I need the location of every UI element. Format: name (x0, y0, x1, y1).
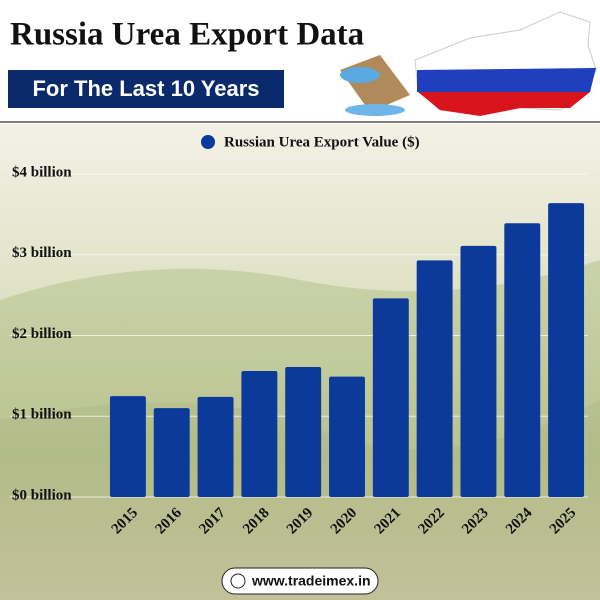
subtitle: For The Last 10 Years (32, 76, 259, 101)
y-tick-label: $0 billion (12, 487, 72, 503)
source-pill (221, 567, 379, 595)
y-tick-label: $1 billion (12, 407, 72, 423)
subtitle-box (8, 70, 284, 108)
bar (285, 366, 322, 497)
bar (372, 298, 409, 497)
field-photo (0, 124, 600, 600)
flag-map (414, 11, 597, 116)
y-tick-label: $2 billion (12, 326, 72, 342)
bar (153, 408, 190, 497)
bar (197, 396, 234, 497)
source: www.tradeimex.in (251, 573, 371, 589)
bar (416, 260, 453, 497)
bar (548, 203, 585, 497)
y-tick-label: $4 billion (12, 164, 72, 180)
chart-title: Russia Urea Export Data (10, 17, 364, 53)
bar (329, 376, 365, 497)
bar (241, 371, 278, 497)
y-tick-label: $3 billion (12, 245, 72, 261)
legend-label: Russian Urea Export Value ($) (224, 134, 420, 150)
legend-swatch (201, 135, 215, 149)
bar (109, 396, 146, 497)
globe-icon (230, 573, 246, 589)
bar (504, 223, 541, 497)
bar (460, 245, 497, 497)
urea-bag (340, 55, 410, 116)
